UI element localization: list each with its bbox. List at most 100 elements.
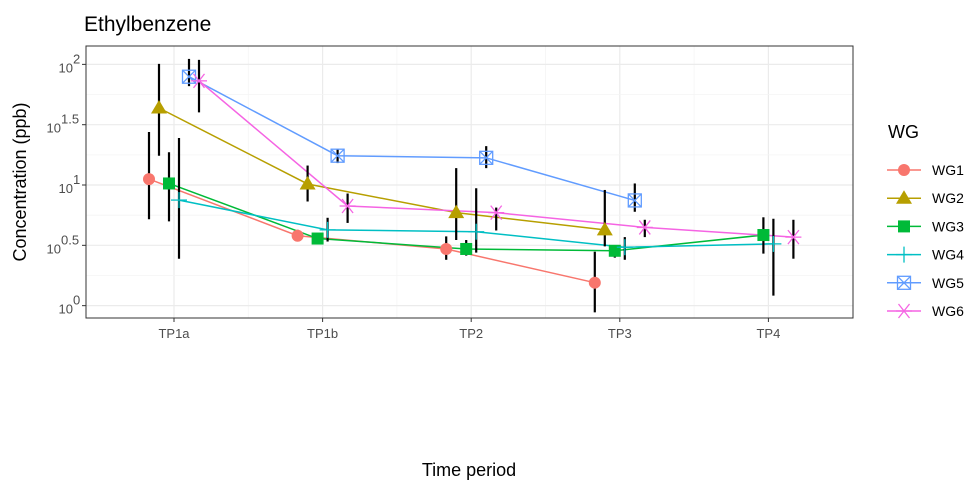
marker-circle bbox=[291, 229, 304, 242]
marker-square-x-diag2 bbox=[479, 150, 494, 165]
y-tick-label-base: 10 bbox=[59, 302, 73, 317]
marker-square bbox=[163, 177, 175, 190]
data-point bbox=[896, 190, 912, 204]
marker-triangle bbox=[151, 99, 167, 114]
marker-square bbox=[311, 232, 324, 245]
data-point bbox=[479, 150, 494, 165]
marker-circle bbox=[588, 276, 601, 289]
data-point bbox=[191, 73, 207, 89]
legend-label-wg6: WG6 bbox=[932, 303, 964, 319]
marker-square-x-box bbox=[896, 275, 912, 290]
marker-square bbox=[898, 220, 910, 233]
marker-square-x-diag2 bbox=[627, 193, 642, 208]
legend-label-wg2: WG2 bbox=[932, 190, 964, 206]
grid bbox=[86, 46, 853, 318]
y-tick-label: 102 bbox=[59, 51, 81, 75]
marker-circle bbox=[143, 173, 155, 186]
plot-panel bbox=[85, 45, 854, 319]
data-point bbox=[339, 198, 356, 214]
data-point bbox=[896, 303, 912, 319]
data-point bbox=[460, 242, 473, 255]
y-tick-label-base: 10 bbox=[59, 181, 73, 196]
y-tick-label-exponent: 1.5 bbox=[61, 112, 79, 127]
marker-square-x-diag2 bbox=[330, 148, 345, 163]
x-tick-label: TP1b bbox=[307, 326, 338, 341]
marker-asterisk-d2 bbox=[341, 198, 354, 214]
data-point bbox=[627, 193, 642, 208]
marker-square-x-diag2 bbox=[897, 275, 911, 290]
marker-asterisk-d2 bbox=[787, 229, 800, 245]
data-point bbox=[311, 232, 324, 245]
series-points bbox=[143, 69, 802, 289]
data-point bbox=[330, 148, 345, 163]
marker-square-x-box bbox=[627, 193, 642, 208]
y-tick-label: 100.5 bbox=[47, 232, 80, 256]
data-point bbox=[468, 223, 485, 240]
y-tick-label-exponent: 0 bbox=[73, 293, 80, 308]
y-tick-label-exponent: 2 bbox=[73, 51, 80, 66]
data-point bbox=[636, 220, 653, 235]
y-tick-label: 101 bbox=[59, 172, 81, 196]
marker-asterisk-d2 bbox=[490, 205, 503, 221]
marker-square bbox=[757, 229, 770, 242]
y-tick-label-exponent: 1 bbox=[73, 172, 80, 187]
data-point bbox=[488, 205, 505, 221]
data-point bbox=[596, 221, 613, 236]
data-point bbox=[151, 99, 167, 114]
data-point bbox=[440, 242, 453, 255]
y-tick-label-exponent: 0.5 bbox=[61, 232, 79, 247]
x-axis: TP1a TP1b TP2 TP3 TP4 bbox=[158, 318, 780, 341]
x-axis-title: Time period bbox=[422, 460, 516, 480]
y-tick-label: 101.5 bbox=[47, 112, 80, 136]
x-tick-label: TP3 bbox=[608, 326, 632, 341]
data-point bbox=[319, 221, 336, 238]
data-point bbox=[896, 275, 912, 290]
data-point bbox=[896, 246, 912, 263]
x-tick-label: TP1a bbox=[158, 326, 190, 341]
y-tick-label-base: 10 bbox=[47, 121, 61, 136]
x-tick-label: TP2 bbox=[459, 326, 483, 341]
data-point bbox=[299, 175, 316, 190]
series-line-wg2 bbox=[158, 107, 605, 231]
legend-label-wg3: WG3 bbox=[932, 218, 964, 234]
legend-label-wg5: WG5 bbox=[932, 275, 964, 291]
marker-square-x-box bbox=[330, 148, 345, 163]
data-point bbox=[588, 276, 601, 289]
data-point bbox=[757, 229, 770, 242]
y-axis-title: Concentration (ppb) bbox=[10, 102, 30, 261]
y-tick-label-base: 10 bbox=[47, 241, 61, 256]
marker-asterisk-d2 bbox=[897, 303, 911, 319]
marker-circle bbox=[898, 164, 910, 176]
data-point bbox=[291, 229, 304, 242]
marker-square bbox=[460, 242, 473, 255]
legend-title: WG bbox=[888, 122, 919, 142]
data-point bbox=[448, 204, 465, 219]
data-point bbox=[171, 192, 187, 209]
marker-triangle bbox=[299, 175, 316, 190]
y-tick-label: 100 bbox=[59, 293, 81, 317]
marker-asterisk-d2 bbox=[192, 73, 206, 89]
marker-circle bbox=[440, 242, 453, 255]
legend: WG WG1 WG2 WG3 WG4 WG5 WG6 bbox=[887, 122, 964, 319]
data-point bbox=[898, 220, 910, 233]
data-point bbox=[143, 173, 155, 186]
marker-square-x-box bbox=[479, 150, 494, 165]
chart-title: Ethylbenzene bbox=[84, 13, 211, 36]
data-point bbox=[898, 164, 910, 176]
series-line-wg5 bbox=[188, 76, 636, 202]
marker-triangle bbox=[596, 221, 613, 236]
data-point bbox=[765, 235, 782, 252]
data-point bbox=[785, 229, 802, 245]
legend-label-wg1: WG1 bbox=[932, 162, 964, 178]
marker-triangle bbox=[448, 204, 465, 219]
x-tick-label: TP4 bbox=[756, 326, 780, 341]
panel-border bbox=[85, 45, 854, 319]
y-tick-label-base: 10 bbox=[59, 60, 73, 75]
data-point bbox=[616, 239, 633, 256]
legend-label-wg4: WG4 bbox=[932, 247, 964, 263]
data-point bbox=[163, 177, 175, 190]
marker-triangle bbox=[896, 190, 912, 204]
marker-square-x-diag2 bbox=[182, 69, 196, 84]
